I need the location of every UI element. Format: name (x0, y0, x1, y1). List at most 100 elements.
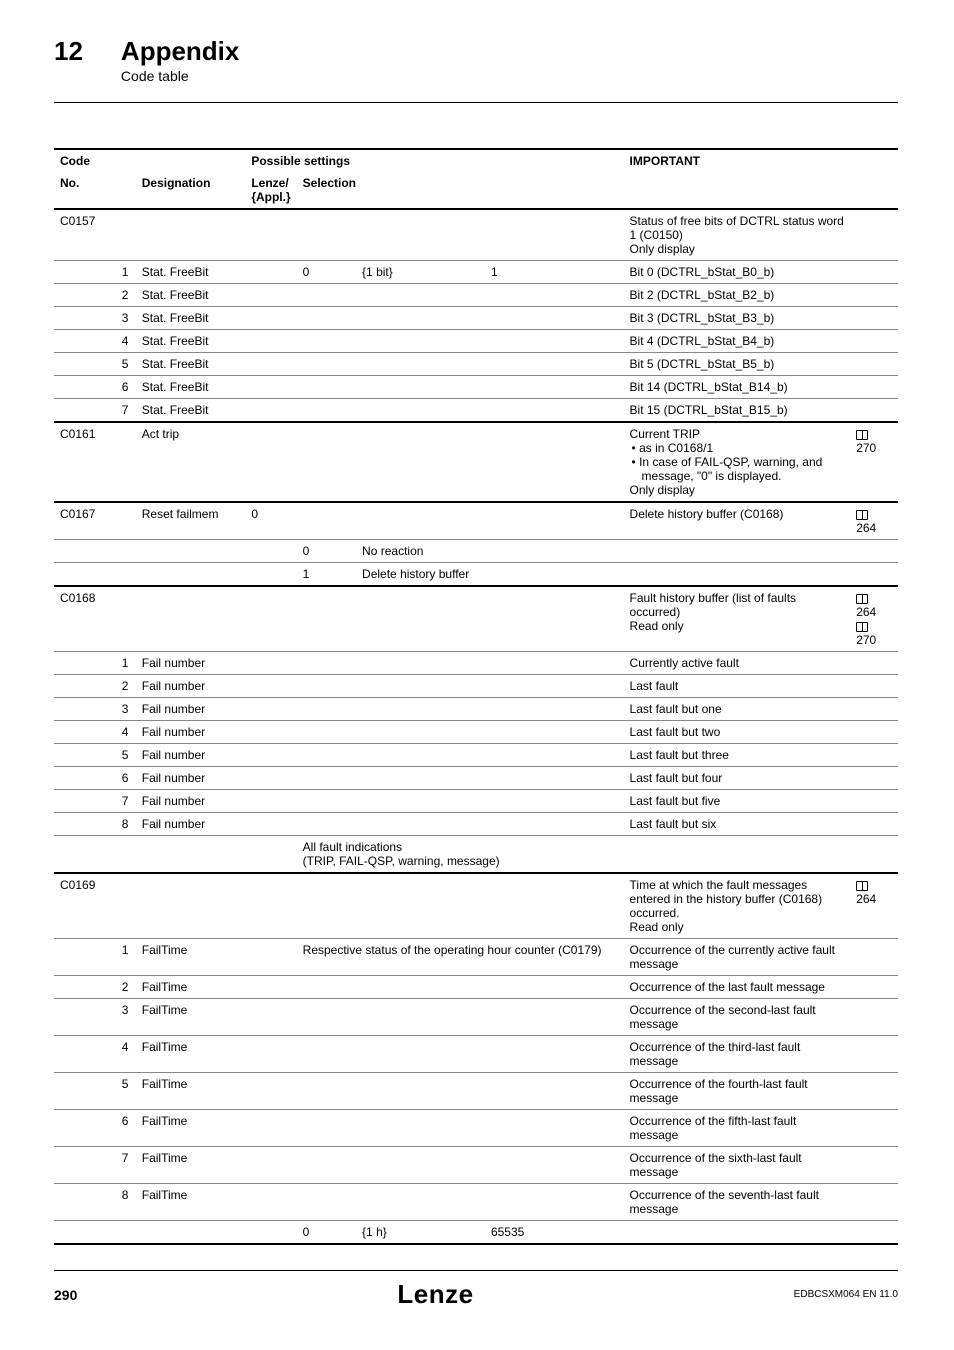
table-row: 1FailTimeRespective status of the operat… (54, 939, 898, 976)
table-row: 4Stat. FreeBitBit 4 (DCTRL_bStat_B4_b) (54, 330, 898, 353)
table-row: 1Delete history buffer (54, 563, 898, 587)
table-row: 7FailTimeOccurrence of the sixth-last fa… (54, 1147, 898, 1184)
table-cell (356, 1073, 485, 1110)
table-cell (136, 209, 246, 261)
table-cell: Stat. FreeBit (136, 399, 246, 423)
table-cell: 1 (116, 261, 136, 284)
chapter-subtitle: Code table (121, 68, 239, 84)
chapter-titles: Appendix Code table (121, 38, 239, 84)
table-cell: Act trip (136, 422, 246, 502)
table-cell (245, 999, 296, 1036)
ref-cell (850, 790, 898, 813)
table-cell: 65535 (485, 1221, 624, 1245)
table-cell (485, 586, 624, 652)
table-cell: 1 (297, 563, 356, 587)
table-cell (297, 744, 356, 767)
table-cell (624, 836, 851, 874)
table-cell: FailTime (136, 939, 246, 976)
ref-cell (850, 999, 898, 1036)
table-cell (245, 836, 296, 874)
table-cell (624, 1221, 851, 1245)
table-cell (54, 563, 116, 587)
table-cell: 5 (116, 744, 136, 767)
table-cell (356, 744, 485, 767)
table-cell (297, 1110, 356, 1147)
table-row: C0168Fault history buffer (list of fault… (54, 586, 898, 652)
table-cell: Stat. FreeBit (136, 284, 246, 307)
table-cell (485, 721, 624, 744)
table-cell (116, 836, 136, 874)
table-cell: Fail number (136, 767, 246, 790)
book-icon (856, 430, 868, 440)
ref-value: 264 (856, 521, 876, 535)
table-cell (356, 209, 485, 261)
th-important-blank (624, 172, 898, 209)
table-cell (356, 721, 485, 744)
table-cell (356, 675, 485, 698)
table-row: 3FailTimeOccurrence of the second-last f… (54, 999, 898, 1036)
table-row: 4Fail numberLast fault but two (54, 721, 898, 744)
page-number: 290 (54, 1287, 77, 1303)
table-cell (245, 586, 296, 652)
table-cell (356, 1147, 485, 1184)
table-cell (356, 284, 485, 307)
table-cell (356, 767, 485, 790)
table-row: 1Stat. FreeBit0{1 bit}1Bit 0 (DCTRL_bSta… (54, 261, 898, 284)
table-cell: Time at which the fault messages entered… (624, 873, 851, 939)
ref-cell (850, 1221, 898, 1245)
table-cell (116, 1221, 136, 1245)
table-cell (297, 422, 356, 502)
ref-cell (850, 209, 898, 261)
table-cell: 4 (116, 721, 136, 744)
doc-id: EDBCSXM064 EN 11.0 (794, 1289, 898, 1300)
table-cell: Stat. FreeBit (136, 376, 246, 399)
table-cell: Occurrence of the seventh-last fault mes… (624, 1184, 851, 1221)
book-icon (856, 510, 868, 520)
table-cell (245, 1221, 296, 1245)
table-cell: FailTime (136, 1184, 246, 1221)
table-cell (116, 540, 136, 563)
table-cell (245, 675, 296, 698)
table-cell: 3 (116, 999, 136, 1036)
table-cell: Occurrence of the currently active fault… (624, 939, 851, 976)
table-cell (245, 767, 296, 790)
table-cell: Last fault but five (624, 790, 851, 813)
table-cell: 0 (297, 261, 356, 284)
table-cell (356, 399, 485, 423)
table-cell: Stat. FreeBit (136, 307, 246, 330)
table-cell: FailTime (136, 1110, 246, 1147)
table-cell (54, 675, 116, 698)
table-cell (356, 652, 485, 675)
table-cell (624, 563, 851, 587)
ref-cell: 270 (850, 422, 898, 502)
table-cell: Last fault but three (624, 744, 851, 767)
table-cell (54, 744, 116, 767)
table-cell: Currently active fault (624, 652, 851, 675)
table-cell: Occurrence of the sixth-last fault messa… (624, 1147, 851, 1184)
ref-cell (850, 836, 898, 874)
table-cell: C0161 (54, 422, 116, 502)
table-cell (116, 422, 136, 502)
table-cell (136, 873, 246, 939)
table-cell (54, 1147, 116, 1184)
ref-cell (850, 261, 898, 284)
table-cell (245, 873, 296, 939)
th-possible: Possible settings (245, 149, 623, 172)
table-cell (297, 698, 356, 721)
table-cell (245, 1147, 296, 1184)
table-cell: Occurrence of the fourth-last fault mess… (624, 1073, 851, 1110)
table-cell (485, 307, 624, 330)
table-row: 0{1 h}65535 (54, 1221, 898, 1245)
table-cell (297, 976, 356, 999)
table-cell: 1 (116, 939, 136, 976)
table-row: 5Fail numberLast fault but three (54, 744, 898, 767)
ref-cell: 264 (850, 502, 898, 540)
table-cell (54, 540, 116, 563)
ref-cell (850, 698, 898, 721)
table-row: 3Stat. FreeBitBit 3 (DCTRL_bStat_B3_b) (54, 307, 898, 330)
table-cell (297, 586, 356, 652)
table-cell (485, 376, 624, 399)
table-row: 2Fail numberLast fault (54, 675, 898, 698)
ref-value: 264 (856, 605, 876, 619)
table-cell (116, 209, 136, 261)
